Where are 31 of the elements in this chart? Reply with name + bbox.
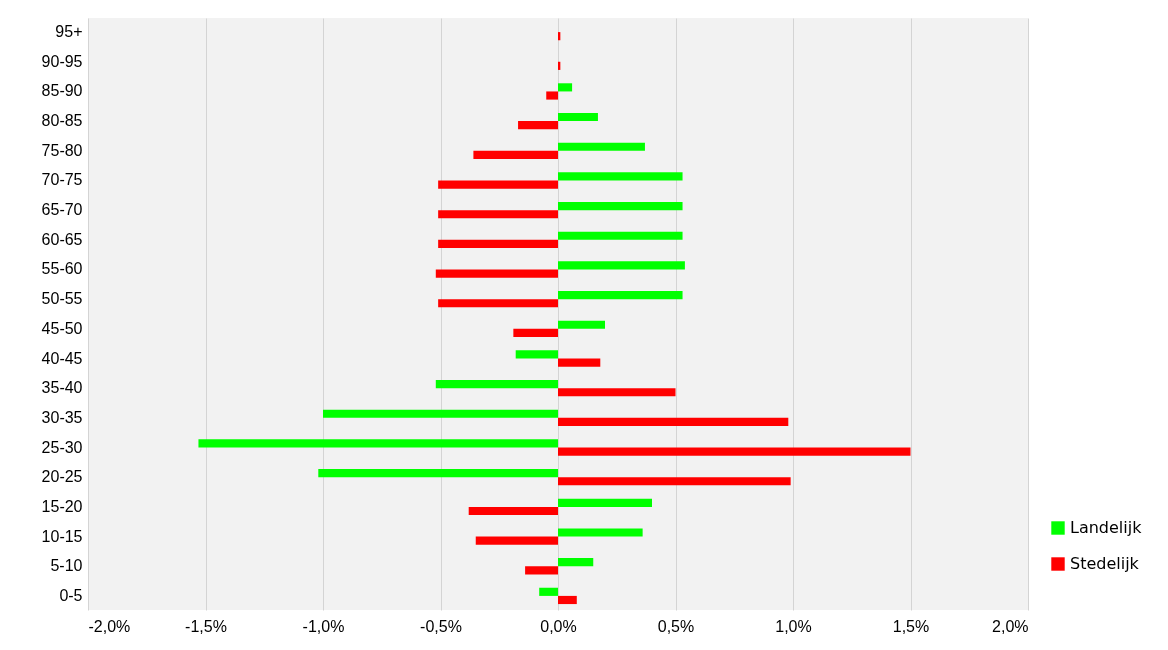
x-tick-label: 1,5%	[892, 617, 930, 635]
y-tick-label: 70-75	[41, 171, 83, 189]
y-tick-label: 85-90	[41, 82, 83, 100]
x-tick-label: -2,0%	[88, 617, 131, 635]
y-tick-label: 80-85	[41, 112, 83, 130]
y-tick-label: 60-65	[41, 230, 83, 248]
x-tick-label: -1,5%	[185, 617, 227, 635]
x-tick-label: 2,0%	[992, 617, 1029, 635]
y-tick-label: 20-25	[41, 468, 83, 486]
y-tick-label: 90-95	[41, 52, 83, 70]
x-tick-label: 0,5%	[657, 617, 695, 635]
y-tick-label: 40-45	[41, 349, 83, 367]
y-tick-label: 0-5	[59, 586, 83, 604]
y-tick-label: 10-15	[41, 527, 83, 545]
y-tick-label: 30-35	[41, 408, 83, 426]
x-tick-label: 0,0%	[540, 617, 577, 635]
y-tick-label: 50-55	[41, 290, 83, 308]
legend-label: Stedelijk	[1070, 554, 1140, 573]
y-tick-label: 35-40	[41, 379, 83, 397]
y-tick-label: 95+	[55, 23, 83, 41]
y-tick-label: 55-60	[41, 260, 83, 278]
y-tick-label: 45-50	[41, 319, 83, 337]
y-tick-label: 5-10	[50, 557, 83, 575]
x-tick-label: -1,0%	[302, 617, 345, 635]
y-tick-label: 65-70	[41, 201, 83, 219]
legend-label: Landelijk	[1070, 518, 1143, 537]
y-tick-label: 25-30	[41, 438, 83, 456]
x-tick-label: -0,5%	[420, 617, 462, 635]
y-tick-label: 15-20	[41, 497, 83, 515]
y-tick-label: 75-80	[41, 141, 83, 159]
x-tick-label: 1,0%	[775, 617, 812, 635]
